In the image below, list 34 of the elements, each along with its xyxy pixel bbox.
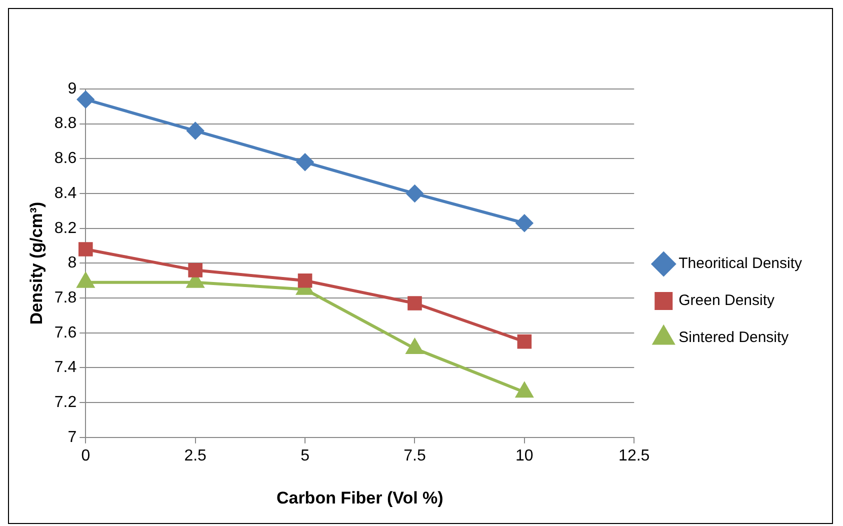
point [77,90,94,108]
y-tick-label: 7.8 [54,289,77,306]
y-tick-label: 7 [68,428,77,446]
x-tick-label: 2.5 [184,447,207,464]
x-tick-label: 0 [81,447,90,464]
point [408,296,422,310]
y-tick-label: 8.2 [54,220,77,237]
x-axis-title: Carbon Fiber (Vol %) [276,488,444,508]
point [516,382,533,398]
point [406,185,424,202]
point [296,154,314,171]
y-tick-label: 7.4 [54,359,77,376]
point [517,334,532,349]
y-tick-label: 8.8 [54,115,77,132]
point [406,339,424,354]
point [298,273,312,288]
y-tick-label: 8 [68,254,77,272]
y-tick-label: 7.2 [54,394,77,411]
point [186,122,204,140]
y-tick-label: 8.6 [54,150,77,168]
point [516,214,533,232]
legend-label: Sintered Density [678,329,790,346]
point [188,263,202,278]
legend-label: Theoritical Density [678,255,802,272]
x-tick-label: 7.5 [404,447,426,464]
x-tick-label: 5 [300,447,310,464]
x-tick-label: 10 [516,447,534,464]
point [78,242,93,256]
x-tick-label: 12.5 [618,447,650,464]
y-tick-label: 8.4 [54,184,77,202]
y-axis-title: Density (g/cm³) [26,202,46,325]
y-tick-label: 7.6 [54,324,77,342]
legend-label: Green Density [678,292,775,310]
y-tick-label: 9 [68,80,77,98]
